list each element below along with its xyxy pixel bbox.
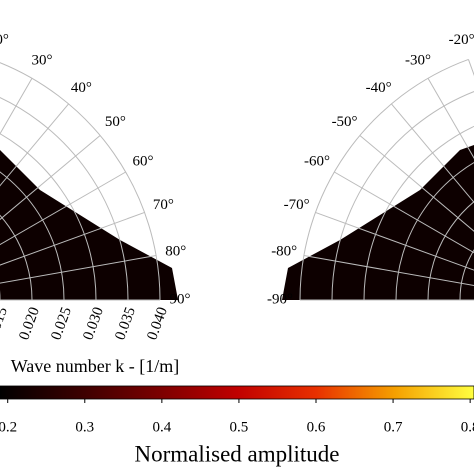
angle-tick-label: -80°	[271, 244, 297, 260]
colorbar-tick-label: 0.7	[384, 419, 403, 435]
angular-grid-line	[0, 135, 101, 221]
angle-tick-label: 70°	[153, 197, 174, 213]
x-axis-label: Wave number k - [1/m]	[11, 356, 180, 376]
angle-tick-label: -50°	[332, 114, 358, 130]
colorbar-label: Normalised amplitude	[134, 441, 339, 466]
amplitude-region	[0, 150, 178, 300]
angular-grid-line	[0, 255, 157, 284]
colorbar-tick-label: 0.2	[0, 419, 17, 435]
radial-grid-line	[0, 133, 97, 301]
angular-grid-line	[315, 211, 474, 271]
colorbar-tick-label: 0.4	[152, 419, 171, 435]
radial-grid-line	[0, 62, 161, 301]
amplitude-region	[282, 145, 474, 300]
radial-grid-line	[0, 171, 65, 301]
angle-tick-label: -70°	[284, 197, 310, 213]
angular-grid-line	[0, 171, 126, 246]
angle-tick-label: -90°	[267, 291, 293, 307]
angle-tick-label: -60°	[304, 153, 330, 169]
angle-tick-label: 80°	[165, 244, 186, 260]
radial-grid-line	[299, 58, 469, 301]
angle-tick-label: 30°	[32, 52, 53, 68]
angular-grid-line	[0, 103, 69, 187]
angular-grid-line	[427, 78, 474, 159]
radial-grid-line	[331, 91, 474, 301]
radial-tick-label: 0.035	[112, 305, 139, 342]
angle-tick-label: -40°	[366, 80, 392, 96]
radial-tick-label: 0.020	[16, 305, 43, 342]
colorbar-tick-label: 0.8	[461, 419, 474, 435]
colorbar-tick-label: 0.5	[230, 419, 249, 435]
radial-tick-label: 0.025	[48, 305, 75, 342]
angle-tick-label: -30°	[405, 52, 431, 68]
radial-grid-line	[0, 97, 129, 301]
colorbar-tick-label: 0.6	[307, 419, 326, 435]
radial-grid-line	[0, 214, 33, 301]
radial-tick-label: 0.030	[80, 305, 107, 342]
colorbar-tick-label: 0.3	[75, 419, 94, 435]
radial-grid-line	[459, 249, 474, 301]
angular-grid-line	[0, 78, 33, 135]
angular-grid-line	[334, 171, 474, 254]
radial-tick-label: 0.015	[0, 305, 11, 342]
angle-tick-label: 60°	[133, 153, 154, 169]
radial-tick-label: 0.040	[144, 305, 171, 342]
angle-tick-label: 50°	[105, 114, 126, 130]
colorbar	[0, 385, 474, 400]
angle-tick-label: 40°	[71, 80, 92, 96]
radial-grid-line	[427, 201, 474, 301]
angular-grid-line	[0, 211, 145, 266]
angular-grid-line	[359, 135, 474, 232]
radial-grid-line	[363, 125, 474, 301]
angle-tick-label: 20°	[0, 32, 9, 48]
angle-tick-label: 90°	[170, 291, 191, 307]
angle-tick-label: -20°	[449, 32, 474, 48]
angular-grid-line	[303, 255, 474, 287]
radial-grid-line	[395, 162, 474, 301]
